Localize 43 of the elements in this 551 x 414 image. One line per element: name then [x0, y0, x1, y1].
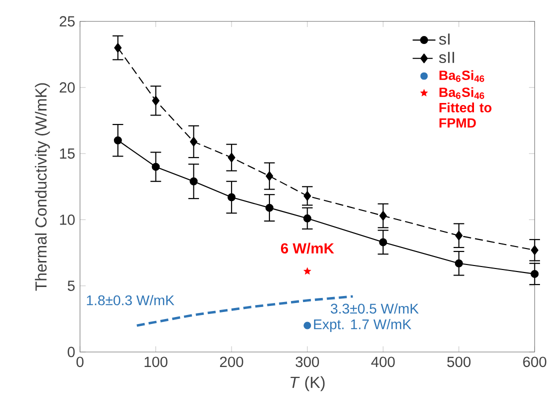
annotation: 6 W/mK — [280, 242, 334, 254]
point — [265, 204, 274, 212]
legend-label: sII — [439, 52, 454, 64]
point — [190, 136, 198, 146]
y-tick-label: 10 — [60, 214, 75, 225]
legend-label: Ba$_{6}$Si$_{46}$ Fitted to FPMD — [440, 87, 492, 128]
point — [379, 238, 388, 246]
annotation: 1.8±0.3 W/mK — [86, 294, 174, 306]
x-tick-label: 100 — [144, 356, 168, 368]
x-tick-label: 300 — [296, 356, 319, 368]
point — [304, 268, 311, 274]
point — [455, 230, 463, 240]
legend-label: Ba$_{6}$Si$_{46}$ — [440, 70, 484, 82]
point — [303, 214, 312, 222]
point — [114, 136, 122, 144]
y-tick-label: 25 — [60, 16, 75, 27]
annotation: Expt. 1.7 W/mK — [314, 319, 412, 332]
x-tick-label: 400 — [371, 356, 395, 368]
point — [190, 177, 198, 186]
annotation: 3.3±0.5 W/mK — [330, 303, 419, 314]
x-tick-label: 600 — [523, 356, 546, 368]
point — [379, 210, 387, 221]
point — [304, 322, 312, 330]
x-axis-title: T (K) — [290, 376, 325, 392]
y-tick-label: 20 — [60, 82, 75, 93]
x-tick-label: 200 — [220, 356, 244, 368]
x-tick-label: 0 — [76, 356, 84, 368]
point — [228, 152, 236, 162]
point — [530, 270, 539, 278]
point — [114, 42, 122, 53]
y-tick-label: 5 — [68, 280, 75, 291]
point — [530, 245, 538, 255]
point — [152, 162, 160, 171]
point — [266, 171, 274, 181]
y-axis-title: Thermal Conductivity (W/mK) — [34, 83, 50, 291]
legend-label: sI — [439, 34, 450, 45]
point — [152, 96, 160, 106]
y-tick-label: 0 — [68, 346, 75, 358]
y-tick-label: 15 — [60, 148, 75, 159]
point — [454, 259, 463, 268]
point — [228, 193, 236, 202]
point — [304, 191, 312, 201]
x-tick-label: 500 — [447, 356, 471, 368]
